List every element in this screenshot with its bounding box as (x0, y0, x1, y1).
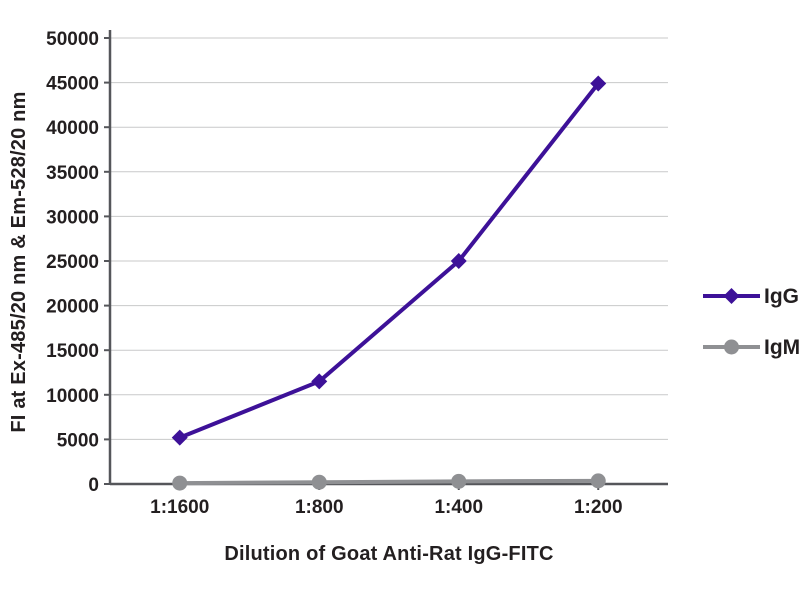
x-tick-label: 1:1600 (150, 497, 209, 518)
y-tick-label: 30000 (46, 207, 99, 228)
y-axis-title: FI at Ex-485/20 nm & Em-528/20 nm (8, 91, 30, 433)
y-tick-label: 40000 (46, 118, 99, 139)
series-marker-igg (450, 253, 467, 269)
y-tick-label: 15000 (46, 341, 99, 362)
series-marker-igg (171, 429, 188, 446)
x-tick-label: 1:800 (295, 497, 344, 518)
y-tick-label: 0 (88, 475, 99, 496)
x-tick-label: 1:200 (574, 497, 623, 518)
y-tick-label: 10000 (46, 386, 99, 407)
series-line-igg (179, 82, 600, 440)
y-tick-label: 35000 (46, 163, 99, 184)
series-line-igm (179, 478, 599, 486)
y-tick-label: 25000 (46, 252, 99, 273)
legend-marker-igg (723, 288, 740, 304)
x-axis-title: Dilution of Goat Anti-Rat IgG-FITC (224, 543, 554, 565)
legend-marker-igm (724, 339, 739, 355)
legend-label-igm: IgM (764, 336, 800, 359)
series-marker-igg (590, 75, 607, 92)
legend-label-igg: IgG (764, 285, 799, 308)
series-marker-igm (451, 473, 467, 489)
series-marker-igm (172, 475, 188, 491)
y-tick-label: 5000 (57, 430, 99, 451)
series-marker-igg (311, 373, 328, 390)
series-marker-igm (311, 474, 327, 490)
y-tick-label: 50000 (46, 29, 99, 50)
x-tick-label: 1:400 (434, 497, 483, 518)
y-tick-label: 45000 (46, 74, 99, 95)
series-marker-igm (590, 473, 606, 489)
y-tick-label: 20000 (46, 297, 99, 318)
